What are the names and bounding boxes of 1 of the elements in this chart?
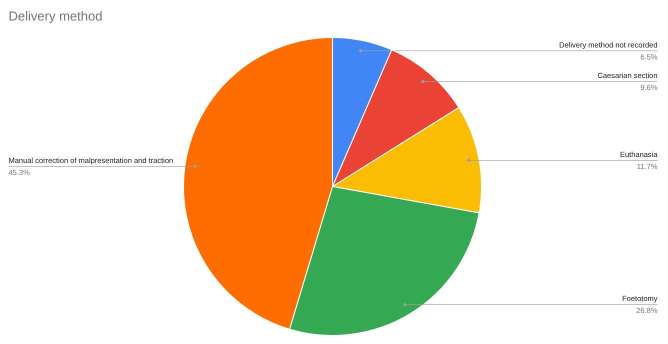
chart-title: Delivery method: [8, 8, 102, 24]
